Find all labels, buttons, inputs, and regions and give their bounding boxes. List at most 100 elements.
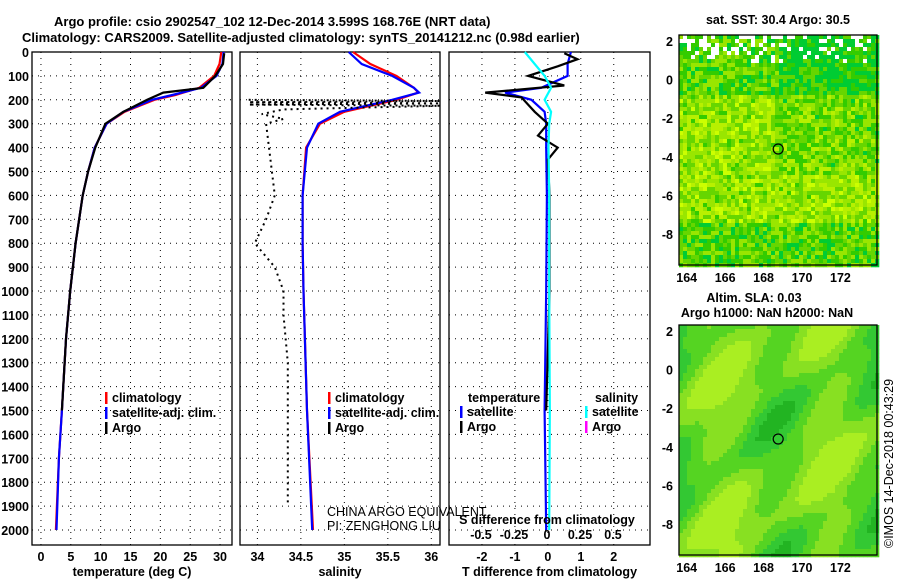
map-cell xyxy=(731,247,736,252)
map-cell xyxy=(759,377,764,382)
map-cell xyxy=(859,155,864,160)
map-cell xyxy=(747,429,752,434)
map-cell xyxy=(851,95,856,100)
map-cell xyxy=(795,51,800,56)
map-cell xyxy=(767,247,772,252)
map-cell xyxy=(775,159,780,164)
map-cell xyxy=(863,433,868,438)
map-cell xyxy=(687,259,692,264)
map-cell xyxy=(759,461,764,466)
map-cell xyxy=(823,175,828,180)
map-cell xyxy=(719,167,724,172)
map-cell xyxy=(687,457,692,462)
map-cell xyxy=(795,405,800,410)
map-cell xyxy=(831,361,836,366)
map-cell xyxy=(847,465,852,470)
depth-tick-label: 1000 xyxy=(1,285,29,299)
map-cell xyxy=(691,227,696,232)
map-cell xyxy=(847,163,852,168)
map-cell xyxy=(811,71,816,76)
map-cell xyxy=(751,63,756,68)
map-cell xyxy=(755,361,760,366)
map-cell xyxy=(783,95,788,100)
series-line-temperature-satellite xyxy=(504,51,572,531)
map-cell xyxy=(871,417,876,422)
map-cell xyxy=(751,449,756,454)
map-cell xyxy=(759,349,764,354)
map-cell xyxy=(751,103,756,108)
map-cell xyxy=(711,433,716,438)
map-cell xyxy=(691,401,696,406)
map-cell xyxy=(803,449,808,454)
map-cell xyxy=(831,143,836,148)
map-cell xyxy=(847,175,852,180)
map-cell xyxy=(767,369,772,374)
map-cell xyxy=(683,325,688,330)
map-cell xyxy=(787,163,792,168)
map-cell xyxy=(731,425,736,430)
map-cell xyxy=(707,187,712,192)
map-cell xyxy=(803,445,808,450)
map-cell xyxy=(867,143,872,148)
map-cell xyxy=(719,39,724,44)
map-cell xyxy=(727,425,732,430)
map-cell xyxy=(703,107,708,112)
map-cell xyxy=(743,83,748,88)
map-cell xyxy=(739,341,744,346)
map-cell xyxy=(791,441,796,446)
map-cell xyxy=(803,75,808,80)
map-cell xyxy=(731,147,736,152)
map-cell xyxy=(863,147,868,152)
map-cell xyxy=(855,433,860,438)
map-cell xyxy=(739,465,744,470)
map-cell xyxy=(871,115,876,120)
map-cell xyxy=(775,191,780,196)
map-cell xyxy=(691,353,696,358)
map-cell xyxy=(747,127,752,132)
map-cell xyxy=(819,353,824,358)
map-cell xyxy=(775,43,780,48)
map-cell xyxy=(719,453,724,458)
map-cell xyxy=(707,255,712,260)
map-cell xyxy=(835,55,840,60)
map-cell xyxy=(835,175,840,180)
map-cell xyxy=(779,131,784,136)
map-cell xyxy=(819,247,824,252)
map-cell xyxy=(871,179,876,184)
map-cell xyxy=(871,235,876,240)
map-cell xyxy=(823,119,828,124)
map-cell xyxy=(711,417,716,422)
map-cell xyxy=(751,199,756,204)
map-cell xyxy=(867,259,872,264)
map-cell xyxy=(803,429,808,434)
map-cell xyxy=(691,103,696,108)
map-cell xyxy=(775,171,780,176)
map-cell xyxy=(831,51,836,56)
map-cell xyxy=(679,59,684,64)
map-cell xyxy=(791,461,796,466)
map-cell xyxy=(867,453,872,458)
map-cell xyxy=(871,449,876,454)
map-cell xyxy=(819,39,824,44)
map-cell xyxy=(691,239,696,244)
map-cell xyxy=(863,353,868,358)
map-cell xyxy=(867,187,872,192)
map-cell xyxy=(807,215,812,220)
map-cell xyxy=(703,191,708,196)
map-cell xyxy=(795,421,800,426)
map-cell xyxy=(735,473,740,478)
map-cell xyxy=(851,159,856,164)
map-cell xyxy=(831,123,836,128)
map-cell xyxy=(863,473,868,478)
map-cell xyxy=(823,199,828,204)
map-cell xyxy=(807,465,812,470)
map-cell xyxy=(743,417,748,422)
map-cell xyxy=(759,163,764,168)
map-cell xyxy=(731,79,736,84)
map-cell xyxy=(767,51,772,56)
map-cell xyxy=(707,147,712,152)
map-cell xyxy=(743,243,748,248)
map-cell xyxy=(735,413,740,418)
map-cell xyxy=(735,341,740,346)
map-cell xyxy=(731,353,736,358)
